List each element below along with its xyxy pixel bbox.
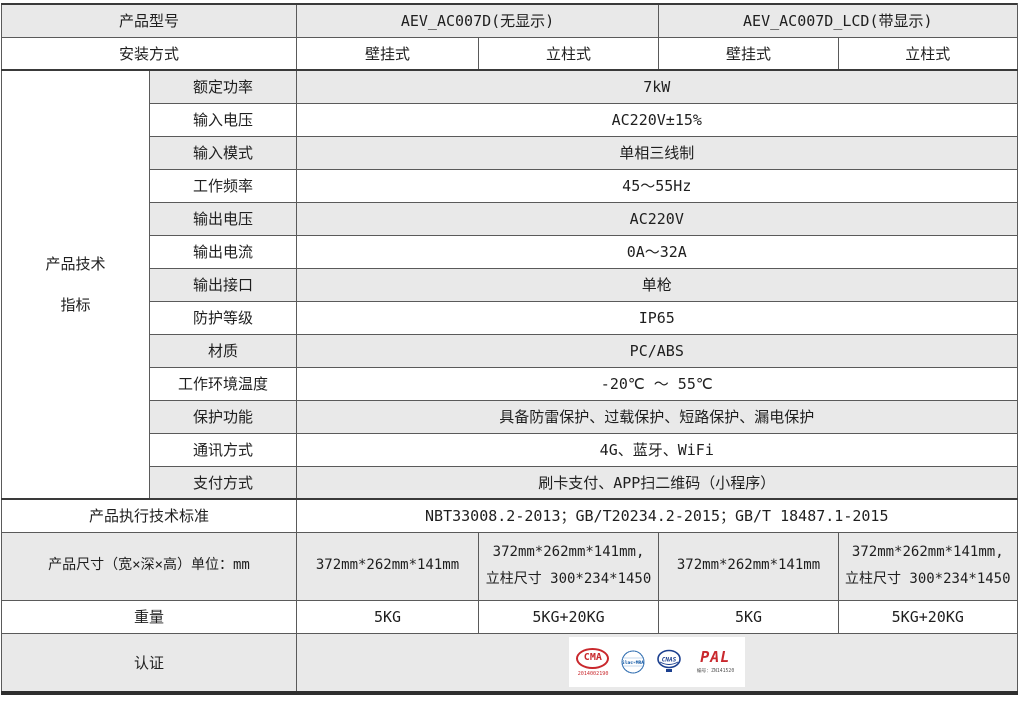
spec-value: 具备防雷保护、过载保护、短路保护、漏电保护 xyxy=(296,399,1018,434)
dimension-cell: 372mm*262mm*141mm xyxy=(658,531,840,601)
ilac-mra-globe-icon: ilac-MRA xyxy=(621,650,645,674)
dimension-cell: 372mm*262mm*141mm xyxy=(296,531,480,601)
dimension-line1: 372mm*262mm*141mm xyxy=(676,557,821,574)
certification-cell: CMA 2014002190 ilac-MRA CNAS xyxy=(296,632,1018,694)
cma-oval-icon: CMA xyxy=(576,647,610,669)
standards-label: 产品执行技术标准 xyxy=(0,498,298,533)
spec-label: 输入电压 xyxy=(148,102,298,137)
row-spec: 输出接口 单枪 xyxy=(2,267,1018,302)
weight-cell: 5KG xyxy=(296,599,480,634)
row-certification: 认证 CMA 2014002190 ilac-MRA xyxy=(0,632,1018,694)
mount-type-cell: 立柱式 xyxy=(838,36,1018,71)
spec-label: 通讯方式 xyxy=(148,432,298,467)
spec-label: 工作环境温度 xyxy=(148,366,298,401)
spec-value: 45～55Hz xyxy=(296,168,1018,203)
spec-value: 0A～32A xyxy=(296,234,1018,269)
row-standards: 产品执行技术标准 NBT33008.2-2013；GB/T20234.2-201… xyxy=(0,498,1018,533)
row-spec: 输出电压 AC220V xyxy=(2,201,1018,236)
row-weight: 重量 5KG 5KG+20KG 5KG 5KG+20KG xyxy=(0,599,1018,634)
row-spec: 材质 PC/ABS xyxy=(2,333,1018,368)
svg-text:ilac-MRA: ilac-MRA xyxy=(622,660,644,666)
spec-value: 7kW xyxy=(296,69,1018,104)
row-spec: 输出电流 0A～32A xyxy=(2,234,1018,269)
cma-cert-number: 2014002190 xyxy=(577,670,609,677)
pal-certification-icon: PAL 编号：ZN141520 xyxy=(692,650,739,674)
row-spec: 保护功能 具备防雷保护、过载保护、短路保护、漏电保护 xyxy=(2,399,1018,434)
spec-label: 输出电压 xyxy=(148,201,298,236)
spec-label: 输出接口 xyxy=(148,267,298,302)
spec-label: 防护等级 xyxy=(148,300,298,335)
row-dimensions: 产品尺寸（宽×深×高）单位：mm 372mm*262mm*141mm 372mm… xyxy=(0,531,1018,601)
spec-value: -20℃ ～ 55℃ xyxy=(296,366,1018,401)
cnas-certification-icon: CNAS xyxy=(656,649,682,675)
dimension-line1: 372mm*262mm*141mm, xyxy=(851,543,1004,560)
dimension-line2: 立柱尺寸 300*234*1450 xyxy=(485,571,652,587)
product-model-label: 产品型号 xyxy=(0,3,298,38)
weight-cell: 5KG xyxy=(658,599,840,634)
weight-cell: 5KG+20KG xyxy=(838,599,1018,634)
row-product-model: 产品型号 AEV_AC007D(无显示) AEV_AC007D_LCD(带显示) xyxy=(0,3,1018,38)
dimensions-label: 产品尺寸（宽×深×高）单位：mm xyxy=(0,531,298,601)
row-spec: 通讯方式 4G、蓝牙、WiFi xyxy=(2,432,1018,467)
product-spec-table: 产品型号 AEV_AC007D(无显示) AEV_AC007D_LCD(带显示)… xyxy=(0,3,1018,695)
row-spec: 工作频率 45～55Hz xyxy=(2,168,1018,203)
mount-type-cell: 壁挂式 xyxy=(658,36,840,71)
dimension-cell: 372mm*262mm*141mm, 立柱尺寸 300*234*1450 xyxy=(478,531,660,601)
certification-logo-strip: CMA 2014002190 ilac-MRA CNAS xyxy=(568,637,745,688)
model-a-cell: AEV_AC007D(无显示) xyxy=(296,3,660,38)
pal-text: PAL xyxy=(700,648,731,667)
dimension-line1: 372mm*262mm*141mm, xyxy=(492,543,645,560)
svg-text:CNAS: CNAS xyxy=(661,657,676,664)
cma-certification-icon: CMA 2014002190 xyxy=(575,647,611,677)
weight-label: 重量 xyxy=(0,599,298,634)
spec-label: 输出电流 xyxy=(148,234,298,269)
spec-value: IP65 xyxy=(296,300,1018,335)
spec-value: 单枪 xyxy=(296,267,1018,302)
row-install-method: 安装方式 壁挂式 立柱式 壁挂式 立柱式 xyxy=(0,36,1018,71)
weight-cell: 5KG+20KG xyxy=(478,599,660,634)
row-spec: 支付方式 刷卡支付、APP扫二维码（小程序） xyxy=(2,465,1018,500)
spec-value: PC/ABS xyxy=(296,333,1018,368)
spec-value: 单相三线制 xyxy=(296,135,1018,170)
spec-label: 输入模式 xyxy=(148,135,298,170)
pal-cert-number: 编号：ZN141520 xyxy=(696,668,735,674)
tech-section-line2: 指标 xyxy=(60,295,91,314)
standards-value: NBT33008.2-2013；GB/T20234.2-2015；GB/T 18… xyxy=(296,498,1018,533)
mount-type-cell: 立柱式 xyxy=(478,36,660,71)
dimension-cell: 372mm*262mm*141mm, 立柱尺寸 300*234*1450 xyxy=(838,531,1018,601)
spec-value: 刷卡支付、APP扫二维码（小程序） xyxy=(296,465,1018,500)
tech-section-line1: 产品技术 xyxy=(45,255,106,273)
spec-label: 工作频率 xyxy=(148,168,298,203)
spec-value: AC220V xyxy=(296,201,1018,236)
spec-label: 材质 xyxy=(148,333,298,368)
mount-type-cell: 壁挂式 xyxy=(296,36,480,71)
row-spec: 防护等级 IP65 xyxy=(2,300,1018,335)
spec-label: 保护功能 xyxy=(148,399,298,434)
dimension-line1: 372mm*262mm*141mm xyxy=(315,557,460,574)
row-spec: 输入模式 单相三线制 xyxy=(2,135,1018,170)
install-method-label: 安装方式 xyxy=(0,36,298,71)
row-spec: 产品技术 指标 额定功率 7kW xyxy=(1,69,1018,500)
dimension-line2: 立柱尺寸 300*234*1450 xyxy=(844,571,1011,587)
certification-label: 认证 xyxy=(0,632,298,694)
cnas-globe-icon: CNAS xyxy=(656,649,681,673)
spec-value: 4G、蓝牙、WiFi xyxy=(296,432,1018,467)
spec-label: 支付方式 xyxy=(148,465,298,500)
tech-section-cell: 产品技术 指标 xyxy=(1,69,150,500)
spec-label: 额定功率 xyxy=(148,69,298,104)
ilac-mra-certification-icon: ilac-MRA xyxy=(621,650,645,674)
row-spec: 输入电压 AC220V±15% xyxy=(2,102,1018,137)
model-b-cell: AEV_AC007D_LCD(带显示) xyxy=(658,3,1018,38)
row-spec: 工作环境温度 -20℃ ～ 55℃ xyxy=(2,366,1018,401)
spec-value: AC220V±15% xyxy=(296,102,1018,137)
